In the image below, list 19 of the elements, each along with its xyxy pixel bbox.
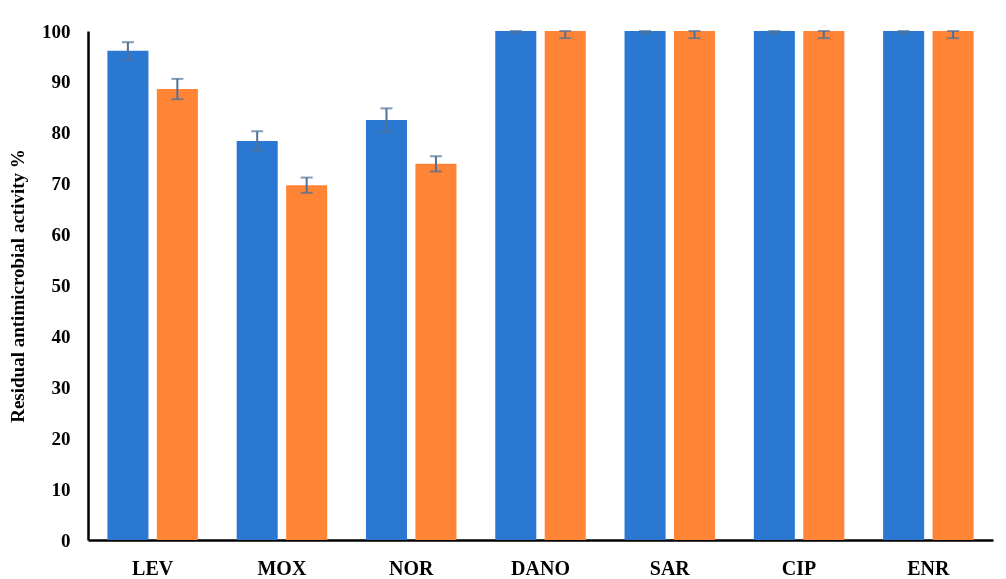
x-tick-label: SAR bbox=[649, 556, 691, 579]
y-tick-label: 100 bbox=[42, 20, 71, 42]
y-tick-label: 50 bbox=[51, 275, 71, 296]
y-tick-label: 70 bbox=[51, 173, 71, 195]
y-tick-label: 60 bbox=[51, 224, 71, 246]
y-tick-label: 10 bbox=[51, 478, 71, 500]
y-tick-label: 40 bbox=[51, 325, 71, 347]
x-tick-label: ENR bbox=[907, 556, 951, 579]
x-tick-label: DANO bbox=[511, 556, 570, 579]
x-tick-label: CIP bbox=[781, 556, 817, 579]
y-tick-label: 0 bbox=[61, 529, 71, 551]
x-tick-label: MOX bbox=[257, 556, 307, 579]
x-tick-label: LEV bbox=[132, 556, 174, 579]
y-axis-title: Residual antimicrobial activity % bbox=[7, 149, 28, 423]
y-tick-label: 80 bbox=[51, 122, 71, 144]
y-tick-label: 90 bbox=[51, 71, 71, 93]
x-tick-label: NOR bbox=[388, 556, 434, 579]
y-tick-label: 20 bbox=[51, 427, 71, 449]
y-tick-label: 30 bbox=[51, 376, 71, 398]
